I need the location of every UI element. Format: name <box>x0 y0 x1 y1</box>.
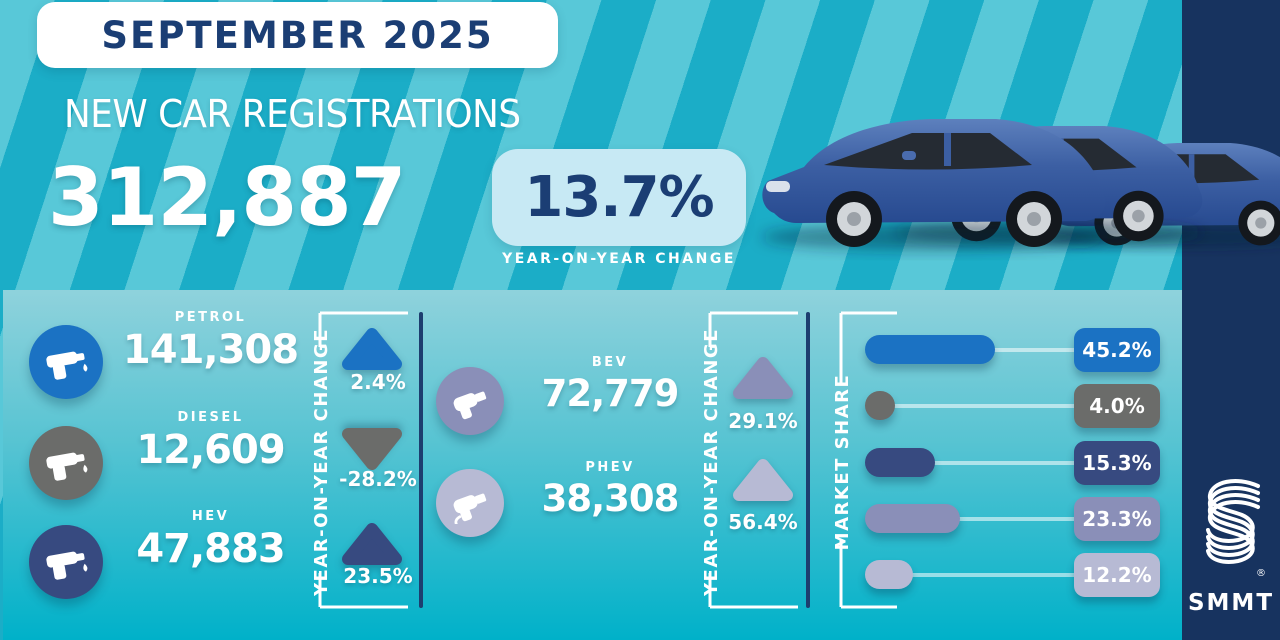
fuel-type-value: 72,779 <box>541 372 680 415</box>
market-share-track <box>868 517 1076 521</box>
cars-illustration <box>740 85 1280 265</box>
fuel-type-value: 12,609 <box>136 427 285 473</box>
change-value: 23.5% <box>343 564 413 588</box>
smmt-logo-text: SMMT <box>1187 590 1275 616</box>
fuel-nozzle-icon <box>46 452 88 481</box>
fuel-type-label: DIESEL <box>177 410 244 425</box>
market-share-value: 15.3% <box>1082 451 1152 475</box>
market-share-bar-diesel <box>865 391 895 420</box>
change-value: 29.1% <box>728 409 798 433</box>
market-share-axis-label: MARKET SHARE <box>832 373 853 551</box>
fuel-type-label: PETROL <box>174 310 247 325</box>
increase-triangle-icon <box>733 357 793 399</box>
ev-plug-icon <box>453 493 487 524</box>
increase-triangle-icon <box>733 459 793 501</box>
fuel-type-value: 47,883 <box>136 526 285 572</box>
registered-trademark: ® <box>1256 568 1266 579</box>
market-share-bracket <box>839 311 897 609</box>
market-share-bar-bev <box>865 504 960 533</box>
market-share-track <box>868 573 1076 577</box>
fuel-type-label: PHEV <box>585 460 635 475</box>
market-share-badge: 45.2% <box>1074 328 1160 372</box>
fuel-type-label: HEV <box>191 509 230 524</box>
market-share-value: 12.2% <box>1082 563 1152 587</box>
increase-triangle-icon <box>342 328 402 370</box>
change-value: 2.4% <box>350 370 406 394</box>
market-share-badge: 12.2% <box>1074 553 1160 597</box>
yoy-change-caption: YEAR-ON-YEAR CHANGE <box>502 251 736 267</box>
market-share-badge: 23.3% <box>1074 497 1160 541</box>
decrease-triangle-icon <box>342 428 402 470</box>
fuel-nozzle-icon <box>46 351 88 380</box>
car-large <box>761 119 1105 250</box>
date-badge: SEPTEMBER 2025 <box>37 2 558 68</box>
date-badge-text: SEPTEMBER 2025 <box>101 13 494 57</box>
market-share-bar-phev <box>865 560 913 589</box>
market-share-value: 45.2% <box>1082 338 1152 362</box>
yoy-axis-label: YEAR-ON-YEAR CHANGE <box>701 328 722 597</box>
hev-pump-icon <box>29 525 103 599</box>
ev-plug-icon <box>453 391 487 420</box>
fuel-type-value: 38,308 <box>541 477 680 520</box>
diesel-stat: DIESEL 12,609 <box>103 410 318 473</box>
section-divider <box>419 312 423 608</box>
fuel-nozzle-icon <box>46 551 88 580</box>
change-value: -28.2% <box>339 467 417 491</box>
petrol-stat: PETROL 141,308 <box>103 310 318 373</box>
bev-plug-icon <box>436 367 504 435</box>
market-share-badge: 15.3% <box>1074 441 1160 485</box>
market-share-value: 4.0% <box>1089 394 1145 418</box>
fuel-type-value: 141,308 <box>122 327 299 373</box>
change-value: 56.4% <box>728 510 798 534</box>
market-share-track <box>868 404 1076 408</box>
market-share-bar-petrol <box>865 335 995 364</box>
section-divider <box>806 312 810 608</box>
yoy-change-value: 13.7% <box>524 165 714 230</box>
market-share-bar-hev <box>865 448 935 477</box>
bev-stat: BEV 72,779 <box>505 355 715 415</box>
page-title: NEW CAR REGISTRATIONS <box>64 92 521 136</box>
phev-plug-icon <box>436 469 504 537</box>
smmt-logo-icon <box>1206 479 1260 564</box>
phev-stat: PHEV 38,308 <box>505 460 715 520</box>
market-share-track <box>868 461 1076 465</box>
total-registrations: 312,887 <box>48 151 406 244</box>
increase-triangle-icon <box>342 523 402 565</box>
diesel-pump-icon <box>29 426 103 500</box>
market-share-badge: 4.0% <box>1074 384 1160 428</box>
fuel-type-label: BEV <box>591 355 629 370</box>
yoy-change-box: 13.7% <box>492 149 746 246</box>
hev-stat: HEV 47,883 <box>103 509 318 572</box>
yoy-axis-bracket <box>708 311 798 609</box>
market-share-value: 23.3% <box>1082 507 1152 531</box>
petrol-pump-icon <box>29 325 103 399</box>
yoy-axis-bracket <box>318 311 408 609</box>
